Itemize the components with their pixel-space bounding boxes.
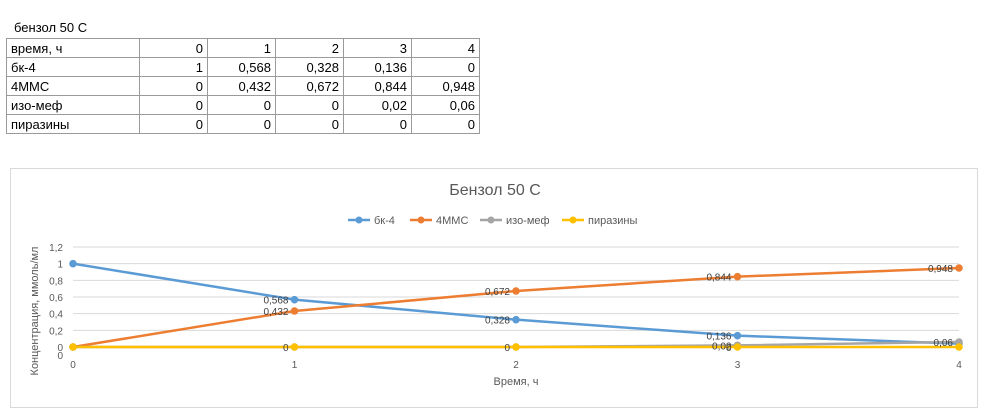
y-tick-label: 0,4	[49, 310, 63, 321]
data-label: 0	[726, 343, 732, 354]
row-label[interactable]: изо-меф	[6, 95, 140, 115]
x-tick-label: 2	[513, 360, 519, 371]
y-axis-title: Концентрация, ммоль/мл	[29, 247, 41, 376]
table-cell[interactable]: 0	[343, 114, 412, 134]
y-tick-label: 1,2	[49, 243, 63, 254]
data-label: 0,136	[706, 332, 731, 343]
table-row: изо-меф 0 0 0 0,02 0,06	[6, 95, 480, 115]
legend-marker	[355, 216, 363, 224]
data-table: время, ч 0 1 2 3 4 бк-4 1 0,568 0,328 0,136 0 4ММС 0 0…	[6, 38, 480, 134]
data-label: 0,948	[928, 264, 953, 275]
data-point	[955, 343, 963, 351]
legend-label: 4ММС	[436, 215, 468, 227]
data-point	[733, 272, 742, 281]
row-label[interactable]: пиразины	[6, 114, 140, 134]
table-row: 4ММС 0 0,432 0,672 0,844 0,948	[6, 76, 480, 96]
table-cell[interactable]: 0,328	[275, 57, 344, 77]
sheet-title: бензол 50 С	[14, 20, 88, 35]
legend-marker	[569, 216, 577, 224]
series-line	[72, 262, 960, 345]
x-tick-label: 4	[956, 360, 962, 371]
table-cell[interactable]: 2	[275, 38, 344, 58]
data-point	[512, 343, 520, 351]
x-tick-label: 3	[735, 360, 741, 371]
table-cell[interactable]: 3	[343, 38, 412, 58]
line-chart: Бензол 50 Сбк-4 4ММС изо-меф пиразины000,20…	[29, 182, 963, 388]
legend-label: изо-меф	[506, 215, 550, 227]
y-tick-label: 0	[57, 343, 63, 354]
data-point	[69, 343, 77, 351]
legend-marker	[487, 216, 495, 224]
row-label[interactable]: 4ММС	[6, 76, 140, 96]
table-cell[interactable]: 0	[207, 114, 276, 134]
data-label: 0	[283, 343, 289, 354]
legend-label: пиразины	[588, 215, 637, 227]
table-row: бк-4 1 0,568 0,328 0,136 0	[6, 57, 480, 77]
data-point	[733, 343, 742, 351]
table-cell[interactable]: 1	[139, 57, 208, 77]
table-cell[interactable]: 0,568	[207, 57, 276, 77]
table-cell[interactable]: 0	[139, 114, 208, 134]
table-row: пиразины 0 0 0 0 0	[6, 114, 480, 134]
table-cell[interactable]: 0	[275, 95, 344, 115]
table-cell[interactable]: 0	[139, 38, 208, 58]
legend-marker	[417, 216, 425, 224]
data-label: 0	[504, 343, 510, 354]
legend-label: бк-4	[374, 215, 395, 227]
y-tick-label: 1	[57, 260, 63, 271]
y-tick-label: 0,2	[49, 326, 63, 337]
x-tick-label: 1	[292, 360, 298, 371]
table-cell[interactable]: 0,06	[411, 95, 480, 115]
table-cell[interactable]: 0	[411, 57, 480, 77]
table-cell[interactable]: 0	[411, 114, 480, 134]
table-cell[interactable]: 0,02	[343, 95, 412, 115]
table-cell[interactable]: 0	[275, 114, 344, 134]
data-point	[733, 331, 742, 340]
data-point	[290, 343, 299, 351]
table-cell[interactable]: 0,844	[343, 76, 412, 96]
data-point	[955, 264, 963, 272]
data-label: 0,844	[706, 273, 731, 284]
table-cell[interactable]: 1	[207, 38, 276, 58]
table-cell[interactable]: 0	[207, 95, 276, 115]
chart-title: Бензол 50 С	[449, 182, 541, 199]
table-cell[interactable]: 0	[139, 76, 208, 96]
table-cell[interactable]: 0	[139, 95, 208, 115]
table-cell[interactable]: 0,948	[411, 76, 480, 96]
x-axis-title: Время, ч	[494, 376, 539, 388]
x-tick-label: 0	[70, 360, 76, 371]
data-label: 0,02	[712, 341, 732, 352]
table-cell[interactable]: 0,672	[275, 76, 344, 96]
data-point	[290, 295, 299, 304]
y-tick-label: 0,6	[49, 293, 63, 304]
data-label: 0,06	[934, 338, 954, 349]
y-tick-label: 0,8	[49, 276, 63, 287]
data-label: 0,328	[485, 316, 510, 327]
data-label: 0,568	[263, 296, 288, 307]
y-tick-label: 0	[57, 351, 63, 362]
table-cell[interactable]: 0,136	[343, 57, 412, 77]
row-label[interactable]: бк-4	[6, 57, 140, 77]
table-cell[interactable]: 0,432	[207, 76, 276, 96]
row-label[interactable]: время, ч	[6, 38, 140, 58]
table-cell[interactable]: 4	[411, 38, 480, 58]
data-point	[512, 287, 520, 295]
data-point	[512, 315, 520, 324]
data-label: 0,672	[485, 287, 510, 298]
data-point	[290, 307, 299, 315]
data-point	[69, 259, 77, 268]
data-label: 0,432	[263, 307, 288, 318]
